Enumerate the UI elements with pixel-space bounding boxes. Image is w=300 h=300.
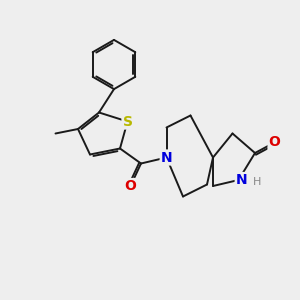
Text: S: S xyxy=(122,115,133,128)
Text: H: H xyxy=(253,177,261,188)
Text: O: O xyxy=(268,136,280,149)
Text: N: N xyxy=(236,173,247,187)
Text: N: N xyxy=(161,151,172,164)
Text: O: O xyxy=(124,179,136,193)
